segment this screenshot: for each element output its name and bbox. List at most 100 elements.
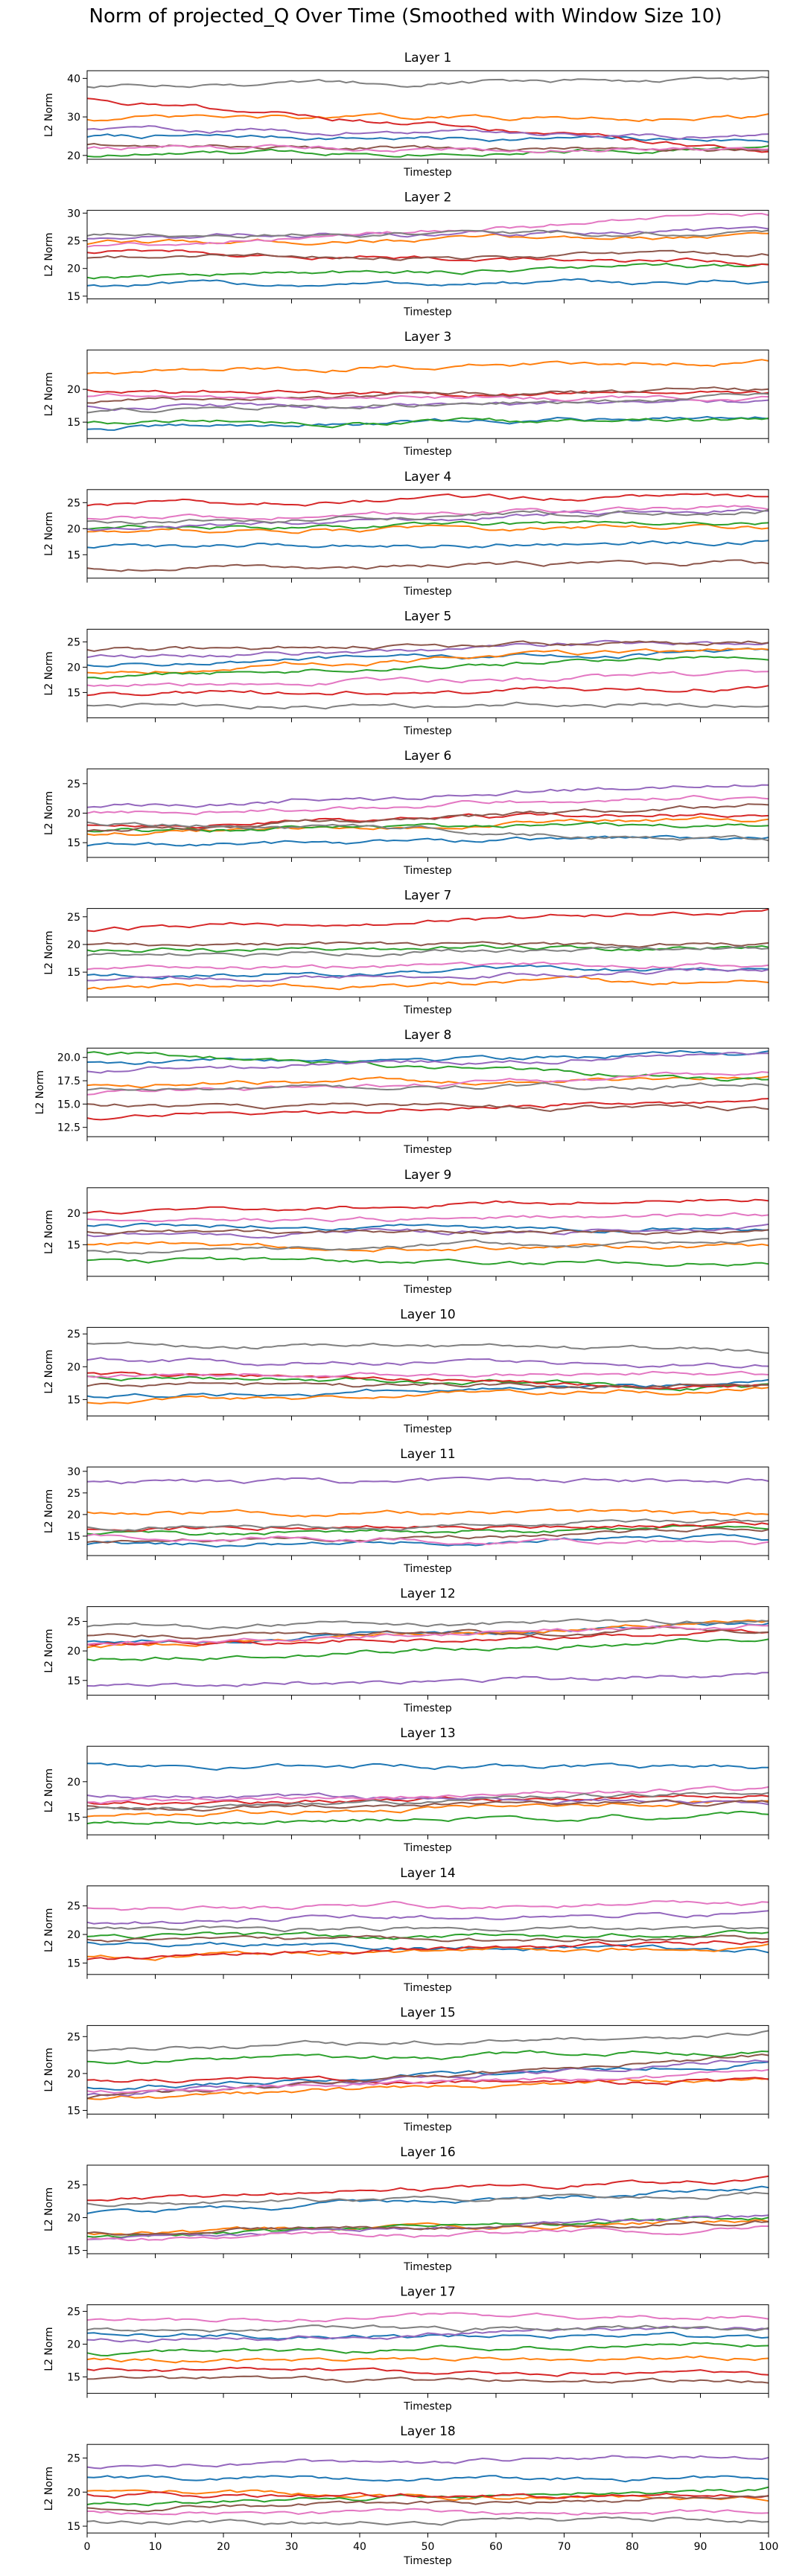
x-axis-label: Timestep [403, 446, 452, 458]
y-axis-label: L2 Norm [43, 2187, 55, 2231]
series-line-8 [86, 821, 769, 842]
series-line-1 [86, 964, 769, 980]
y-tick-label: 15.0 [57, 1099, 80, 1110]
y-tick-label: 20 [67, 384, 80, 396]
y-axis-label: L2 Norm [43, 651, 55, 695]
x-axis-label: Timestep [403, 1842, 452, 1854]
y-tick-label: 15 [67, 1812, 80, 1824]
series-line-2 [86, 231, 769, 246]
series-line-3 [86, 1637, 769, 1662]
series-line-7 [86, 1212, 769, 1223]
series-line-7 [86, 2312, 769, 2323]
x-tick-label: 30 [285, 2541, 299, 2553]
series-line-4 [86, 685, 769, 697]
x-tick-label: 60 [489, 2541, 503, 2553]
y-axis-label: L2 Norm [43, 1489, 55, 1533]
series-line-7 [86, 392, 769, 403]
series-line-7 [86, 1899, 769, 1911]
y-tick-label: 15 [67, 2521, 80, 2533]
series-line-6 [86, 1798, 769, 1812]
series-line-5 [86, 639, 769, 659]
series-line-8 [86, 1341, 769, 1354]
x-axis-label: Timestep [403, 1284, 452, 1296]
y-axis-label: L2 Norm [43, 1768, 55, 1812]
series-line-3 [86, 145, 769, 158]
plot-frame [86, 1885, 769, 1975]
subplot-title: Layer 14 [400, 1866, 455, 1881]
y-axis-label: L2 Norm [43, 1908, 55, 1952]
series-line-6 [86, 2495, 769, 2513]
x-axis-label: Timestep [403, 307, 452, 319]
y-tick-label: 20.0 [57, 1052, 80, 1064]
series-line-8 [87, 1925, 769, 1933]
x-axis-label: Timestep [403, 2261, 452, 2273]
subplot-title: Layer 9 [404, 1168, 452, 1183]
series-line-4 [86, 908, 769, 933]
y-tick-label: 12.5 [57, 1122, 80, 1134]
subplot-layer-3: Layer 3 15 20 Timestep L2 Norm [43, 330, 769, 458]
y-tick-label: 40 [67, 73, 80, 85]
plot-frame [86, 2164, 769, 2254]
series-line-2 [86, 1076, 769, 1089]
series-line-7 [86, 961, 769, 971]
series-line-7 [86, 212, 769, 248]
y-tick-label: 15 [67, 2105, 80, 2117]
series-line-1 [86, 540, 769, 549]
x-axis-label: Timestep [403, 865, 452, 877]
series-line-3 [86, 2342, 769, 2357]
series-line-8 [86, 392, 769, 414]
series-line-1 [86, 2475, 769, 2483]
subplot-layer-9: Layer 9 15 20 Timestep L2 Norm [43, 1168, 769, 1296]
subplot-title: Layer 12 [400, 1587, 455, 1602]
series-line-3 [86, 656, 769, 680]
series-line-2 [86, 1943, 769, 1961]
series-line-5 [86, 2455, 769, 2470]
series-line-8 [86, 2324, 769, 2333]
x-tick-label: 40 [353, 2541, 366, 2553]
series-line-5 [86, 508, 769, 531]
series-line-5 [86, 2214, 769, 2240]
series-line-1 [86, 278, 769, 287]
series-line-4 [86, 1629, 769, 1646]
subplot-layer-8: Layer 8 12.5 15.0 17.5 20.0 Timestep L2 Norm [34, 1028, 769, 1156]
series-line-8 [86, 1618, 769, 1630]
subplot-title: Layer 8 [404, 1028, 452, 1043]
series-line-7 [86, 669, 769, 688]
subplot-layer-18: Layer 18 15 20 25 0 10 20 30 40 50 60 70 80 90 100 Time… [43, 2424, 778, 2567]
series-line-6 [86, 1102, 769, 1113]
y-tick-label: 25 [67, 912, 80, 924]
y-tick-label: 25 [67, 2306, 80, 2318]
subplot-title: Layer 15 [400, 2005, 455, 2020]
series-line-1 [86, 2185, 769, 2214]
subplot-layer-2: Layer 2 15 20 25 30 Timestep L2 Norm [43, 191, 769, 319]
series-line-8 [86, 2030, 769, 2052]
series-line-6 [86, 386, 769, 404]
series-line-1 [86, 1762, 769, 1771]
series-line-1 [86, 834, 769, 847]
x-tick-label: 100 [759, 2541, 779, 2553]
subplot-title: Layer 2 [404, 191, 452, 205]
x-axis-label: Timestep [403, 167, 452, 179]
series-line-8 [86, 1518, 769, 1532]
series-line-6 [86, 1527, 769, 1544]
series-line-5 [86, 1357, 769, 1369]
series-line-3 [86, 262, 769, 280]
y-tick-label: 20 [67, 150, 80, 162]
y-tick-label: 30 [67, 112, 80, 124]
y-axis-label: L2 Norm [34, 1070, 46, 1114]
series-line-3 [86, 1929, 769, 1940]
plot-frame [86, 1326, 769, 1416]
subplot-title: Layer 11 [400, 1447, 455, 1462]
y-axis-label: L2 Norm [43, 1210, 55, 1254]
plot-frame [86, 1606, 769, 1696]
y-tick-label: 15 [67, 1675, 80, 1687]
y-tick-label: 20 [67, 523, 80, 535]
y-axis-label: L2 Norm [43, 232, 55, 276]
y-tick-label: 20 [67, 2487, 80, 2499]
y-tick-label: 25 [67, 1901, 80, 1913]
y-tick-label: 20 [67, 2339, 80, 2350]
series-line-6 [86, 1934, 769, 1943]
series-line-5 [86, 1910, 769, 1925]
series-line-8 [86, 229, 769, 239]
